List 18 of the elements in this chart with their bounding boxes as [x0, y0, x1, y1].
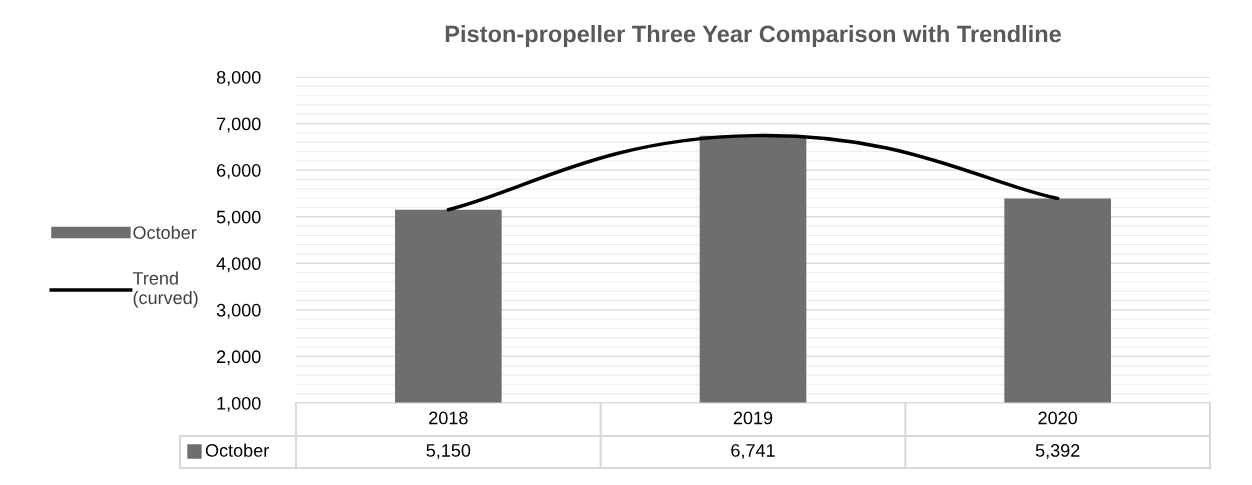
x-tick-label: 2019 — [733, 411, 773, 425]
y-tick-label: 7,000 — [217, 117, 261, 133]
data-label: 5,150 — [426, 444, 471, 459]
x-tick-label: 2020 — [1038, 411, 1078, 425]
data-label: 5,392 — [1035, 444, 1080, 459]
data-label: 6,741 — [731, 444, 775, 459]
y-tick-label: 2,000 — [217, 350, 261, 366]
y-tick-label: 8,000 — [216, 70, 261, 86]
legend-label: Trend (curved) — [132, 271, 198, 308]
y-tick-label: 5,000 — [216, 210, 261, 226]
y-tick-label: 6,000 — [217, 164, 261, 179]
x-tick-label: 2018 — [429, 411, 468, 425]
chart-title: Piston-propeller Three Year Comparison with Trendline — [445, 25, 1061, 47]
y-tick-label: 4,000 — [216, 257, 261, 273]
y-tick-label: 3,000 — [216, 303, 261, 319]
text: October — [133, 225, 197, 240]
legend-label: October — [205, 443, 269, 457]
y-tick-label: 1,000 — [217, 396, 261, 412]
